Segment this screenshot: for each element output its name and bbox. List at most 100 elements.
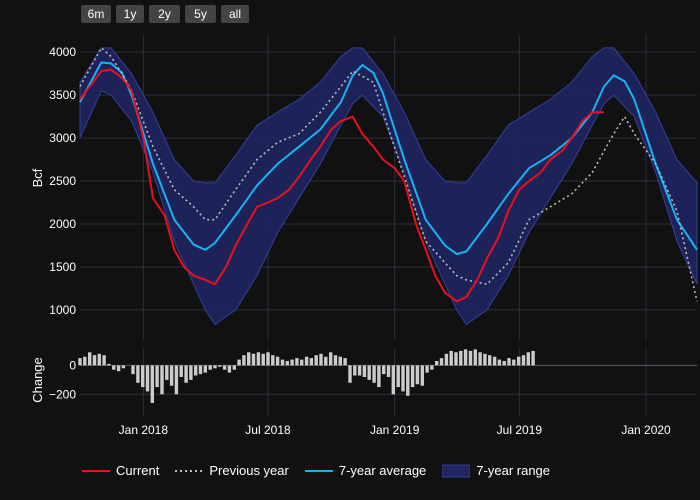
change-bar	[333, 355, 338, 366]
change-bar	[300, 359, 304, 366]
change-bar	[88, 352, 92, 366]
change-bar	[213, 365, 217, 369]
y-tick-label: 3500	[49, 88, 76, 102]
change-bar	[194, 365, 198, 376]
change-bar	[338, 356, 342, 366]
change-bar	[280, 359, 285, 366]
change-bar	[121, 365, 126, 369]
legend-label-avg: 7-year average	[338, 463, 427, 478]
change-bar	[256, 352, 261, 366]
y-tick-label: 4000	[49, 45, 76, 59]
change-bar	[242, 355, 246, 366]
change-bar	[396, 365, 400, 388]
change-bar	[439, 358, 444, 366]
change-bar	[112, 365, 116, 370]
y-tick-label: 2000	[49, 217, 76, 231]
change-bar	[420, 365, 424, 386]
change-bar	[169, 365, 174, 386]
change-bar	[150, 365, 154, 403]
previous-year-dotted-swatch-icon	[175, 469, 204, 472]
previous-year-line	[79, 47, 698, 302]
change-bar	[488, 355, 492, 366]
change-bar	[314, 355, 318, 366]
change-bar	[459, 350, 463, 366]
change-bar	[295, 358, 299, 366]
change-bar	[97, 353, 101, 366]
change-bar	[406, 365, 410, 396]
y-tick-label: 1000	[49, 303, 76, 317]
change-bar	[517, 356, 521, 366]
change-bar	[362, 365, 367, 377]
legend-item-avg[interactable]: 7-year average	[304, 463, 427, 478]
range-button-all[interactable]: all	[221, 5, 249, 23]
legend: Current Previous year 7-year average 7-y…	[82, 463, 566, 478]
change-bar	[512, 359, 516, 366]
legend-item-range[interactable]: 7-year range	[442, 463, 550, 478]
change-bar	[531, 350, 535, 366]
change-bar	[468, 350, 473, 366]
change-bar	[271, 355, 275, 366]
change-bar	[232, 365, 236, 370]
y-tick-label: 2500	[49, 174, 76, 188]
change-bars	[78, 349, 535, 403]
average-line-swatch-icon	[304, 469, 333, 472]
change-bar	[425, 365, 429, 373]
change-bar	[386, 365, 391, 377]
range-button-2y[interactable]: 2y	[149, 5, 180, 23]
y-tick-label: 1500	[49, 260, 76, 274]
change-bar	[247, 352, 251, 366]
change-bar	[372, 365, 376, 383]
legend-label-current: Current	[116, 463, 160, 478]
change-bar	[136, 365, 140, 383]
change-bar	[473, 349, 477, 366]
x-tick-label: Jan 2018	[119, 423, 169, 437]
change-bar	[348, 365, 352, 383]
y-tick-label: 3000	[49, 131, 76, 145]
change-bar	[454, 352, 458, 366]
legend-item-previous-year[interactable]: Previous year	[175, 463, 289, 478]
change-bar	[483, 353, 487, 366]
change-bar	[165, 365, 169, 380]
change-y-tick-label: 0	[69, 358, 76, 372]
current-line	[79, 68, 604, 303]
range-button-5y[interactable]: 5y	[185, 5, 216, 23]
change-bar	[449, 350, 453, 366]
legend-item-current[interactable]: Current	[82, 463, 159, 478]
change-bar	[203, 365, 207, 373]
change-bar	[382, 365, 386, 375]
change-bar	[198, 365, 203, 375]
change-bar	[329, 352, 333, 366]
change-bar	[237, 359, 241, 366]
range-button-6m[interactable]: 6m	[81, 5, 111, 23]
x-tick-label: Jul 2019	[497, 423, 543, 437]
x-tick-label: Jan 2019	[370, 423, 420, 437]
y-axis-title-main: Bcf	[30, 168, 45, 187]
change-bar	[415, 365, 420, 385]
change-bar	[430, 365, 434, 370]
change-y-tick-label: −200	[49, 387, 76, 401]
x-tick-label: Jul 2018	[245, 423, 291, 437]
change-bar	[208, 365, 212, 370]
legend-label-previous-year: Previous year	[209, 463, 289, 478]
change-bar	[78, 358, 82, 366]
change-bar	[492, 356, 497, 366]
change-bar	[179, 365, 183, 377]
current-line-swatch-icon	[82, 469, 110, 472]
change-bar	[377, 365, 381, 388]
change-bar	[502, 361, 506, 366]
range-button-1y[interactable]: 1y	[116, 5, 144, 23]
change-bar	[444, 353, 449, 366]
change-bar	[222, 365, 227, 370]
axis-ticks: 1000 1500 2000 2500 3000 3500 4000 Jan 2018 Jul …	[49, 45, 671, 437]
x-tick-label: Jan 2020	[621, 423, 671, 437]
change-bar	[290, 359, 294, 366]
change-bar	[184, 365, 188, 383]
change-bar	[478, 352, 482, 366]
change-bar	[343, 358, 347, 366]
change-bar	[410, 365, 415, 388]
change-bar	[145, 365, 150, 392]
change-bar	[497, 359, 502, 366]
change-bar	[521, 355, 526, 366]
seven-year-range-area	[79, 47, 698, 326]
